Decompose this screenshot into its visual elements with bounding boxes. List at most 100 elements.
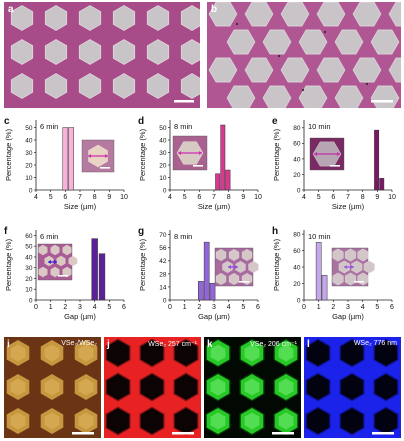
time-label: 6 min bbox=[40, 122, 58, 131]
hexagonal-flake bbox=[146, 73, 170, 99]
hexagonal-flake bbox=[112, 5, 136, 31]
hexagon-core bbox=[10, 412, 26, 430]
hexagon-core bbox=[210, 412, 226, 430]
hexagonal-flake bbox=[316, 2, 346, 27]
hexagonal-flake bbox=[262, 85, 292, 108]
substrate bbox=[4, 2, 200, 108]
x-tick-label: 6 bbox=[197, 194, 201, 201]
hexagonal-flake bbox=[248, 261, 259, 273]
x-tick-label: 0 bbox=[302, 304, 306, 311]
y-tick-label: 20 bbox=[293, 172, 301, 179]
raman-map-j: j WSe₂ 257 cm⁻¹ bbox=[104, 337, 201, 438]
panel-label-k: k bbox=[207, 339, 213, 350]
x-axis-label: Gap (µm) bbox=[198, 312, 230, 321]
y-tick-label: 10 bbox=[25, 287, 33, 294]
hexagonal-flake bbox=[352, 57, 382, 83]
debris-dot bbox=[236, 23, 238, 25]
x-tick-label: 9 bbox=[107, 194, 111, 201]
hexagonal-flake bbox=[352, 2, 382, 27]
y-axis-label: Percentage (%) bbox=[138, 128, 147, 181]
hexagonal-flake bbox=[357, 248, 369, 262]
hexagonal-flake bbox=[241, 249, 253, 261]
x-tick-label: 10 bbox=[254, 194, 262, 201]
x-tick-label: 0 bbox=[168, 304, 172, 311]
hexagonal-flake bbox=[106, 408, 130, 434]
x-tick-label: 4 bbox=[361, 304, 365, 311]
inset-scale-bar bbox=[330, 165, 340, 167]
hexagonal-flake bbox=[340, 340, 364, 366]
x-tick-label: 7 bbox=[78, 194, 82, 201]
hexagonal-flake bbox=[106, 374, 130, 400]
inset-scale-bar bbox=[193, 165, 203, 167]
x-tick-label: 5 bbox=[183, 194, 187, 201]
y-tick-label: 40 bbox=[25, 254, 33, 261]
hexagonal-flake bbox=[306, 408, 330, 434]
x-tick-label: 6 bbox=[122, 304, 126, 311]
hexagonal-flake bbox=[351, 260, 363, 274]
hexagonal-flake bbox=[180, 5, 200, 31]
x-tick-label: 3 bbox=[78, 304, 82, 311]
inset-micrograph bbox=[331, 247, 375, 287]
x-axis-label: Gap (µm) bbox=[332, 312, 364, 321]
y-tick-label: 30 bbox=[159, 150, 167, 157]
hexagonal-flake bbox=[38, 266, 48, 278]
x-axis-label: Size (µm) bbox=[198, 202, 231, 211]
hexagonal-flake bbox=[62, 244, 72, 256]
scale-bar bbox=[72, 432, 94, 435]
scale-bar bbox=[172, 432, 194, 435]
hexagonal-flake bbox=[388, 2, 401, 27]
scale-bar bbox=[174, 100, 194, 103]
hexagonal-flake bbox=[44, 39, 68, 65]
x-tick-label: 2 bbox=[331, 304, 335, 311]
bar bbox=[215, 173, 221, 191]
hexagonal-flake bbox=[340, 374, 364, 400]
hexagonal-flake bbox=[174, 340, 198, 366]
y-tick-label: 0 bbox=[29, 297, 33, 304]
y-tick-label: 28 bbox=[159, 271, 167, 278]
bar bbox=[315, 242, 322, 301]
arrow-head bbox=[88, 154, 91, 158]
hexagonal-flake bbox=[363, 260, 375, 274]
hexagonal-flake bbox=[298, 29, 328, 55]
panel-label-j: j bbox=[107, 339, 110, 350]
y-tick-label: 70 bbox=[159, 232, 167, 239]
y-tick-label: 20 bbox=[159, 162, 167, 169]
y-tick-label: 50 bbox=[159, 125, 167, 132]
raman-map-vse2 bbox=[204, 337, 301, 438]
panel-label-l: l bbox=[307, 339, 310, 350]
pl-map-l: l WSe₂ 776 nm bbox=[304, 337, 401, 438]
hexagonal-flake bbox=[10, 5, 34, 31]
arrow-head bbox=[228, 265, 231, 269]
hexagonal-flake bbox=[235, 261, 246, 273]
x-tick-label: 1 bbox=[183, 304, 187, 311]
hexagon-core bbox=[78, 378, 94, 396]
arrow-head bbox=[48, 260, 51, 264]
x-tick-label: 7 bbox=[346, 194, 350, 201]
bar bbox=[209, 282, 216, 301]
y-tick-label: 40 bbox=[293, 264, 301, 271]
y-tick-label: 60 bbox=[25, 233, 33, 240]
panel-label-d: d bbox=[138, 116, 144, 127]
panel-label-h: h bbox=[272, 226, 278, 237]
y-tick-label: 0 bbox=[163, 187, 167, 194]
hexagonal-flake bbox=[10, 39, 34, 65]
x-tick-label: 4 bbox=[93, 304, 97, 311]
hexagon-core bbox=[278, 378, 294, 396]
hexagonal-flake bbox=[146, 39, 170, 65]
panel-label-f: f bbox=[4, 226, 8, 237]
hexagonal-flake bbox=[78, 5, 102, 31]
hexagonal-flake bbox=[38, 244, 48, 256]
x-tick-label: 5 bbox=[49, 194, 53, 201]
y-axis-label: Percentage (%) bbox=[4, 128, 13, 181]
overlay-label-l: WSe₂ 776 nm bbox=[353, 340, 397, 347]
arrow-head bbox=[351, 265, 354, 269]
hexagon-core bbox=[44, 412, 60, 430]
bar bbox=[374, 129, 380, 191]
x-tick-label: 4 bbox=[302, 194, 306, 201]
x-axis-label: Size (µm) bbox=[64, 202, 97, 211]
hexagon-core bbox=[278, 412, 294, 430]
arrow-head bbox=[105, 154, 108, 158]
hexagonal-flake bbox=[334, 85, 364, 108]
